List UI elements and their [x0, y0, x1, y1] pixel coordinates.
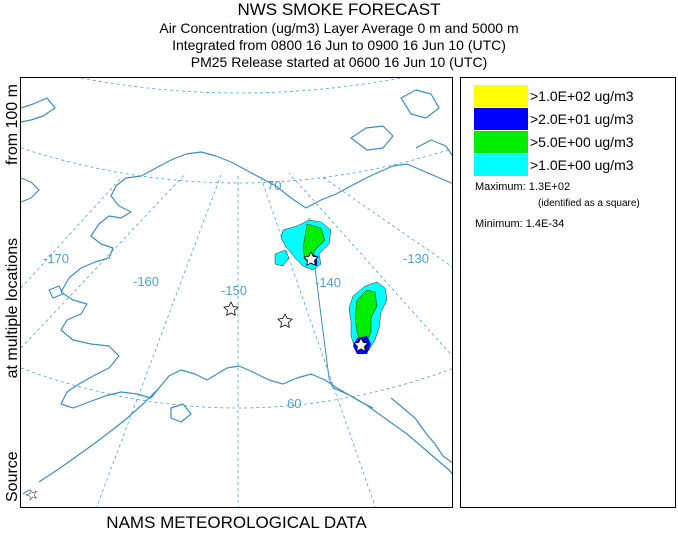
map-panel[interactable]: -170 -160 -150 -140 -130 70 60 [20, 77, 453, 508]
meteorological-data-label: NAMS METEOROLOGICAL DATA [106, 513, 367, 532]
border [308, 217, 374, 409]
meridian-160 [96, 174, 222, 507]
lon-label-150: -150 [221, 283, 247, 298]
alaska-canada-border [308, 217, 374, 409]
legend-label: >1.0E+00 ug/m3 [530, 157, 634, 173]
legend-label: >5.0E+00 ug/m3 [530, 134, 634, 150]
lon-label-130: -130 [403, 251, 429, 266]
graticule [21, 78, 452, 507]
release-start: PM25 Release started at 0600 16 Jun 10 (… [190, 54, 488, 70]
chukotka-coast [21, 97, 56, 123]
legend-item: >2.0E+01 ug/m3 [474, 108, 634, 130]
meridian-130 [288, 172, 452, 357]
source-star-icon [277, 313, 293, 329]
integration-period: Integrated from 0800 16 Jun to 0900 16 J… [172, 37, 506, 53]
forecast-title: NWS SMOKE FORECAST [237, 0, 441, 19]
lon-label-140: -140 [315, 275, 341, 290]
plume-south-green [354, 289, 378, 345]
alaska-coast [60, 151, 452, 475]
minimum-label: Minimum: 1.4E-34 [475, 218, 565, 230]
source-star-icon [303, 251, 319, 267]
lat-label-70: 70 [267, 178, 281, 193]
lon-label-160: -160 [133, 274, 159, 289]
maximum-note: (identified as a square) [538, 198, 640, 209]
legend-item: >1.0E+00 ug/m3 [474, 154, 634, 176]
concentration-subtitle: Air Concentration (ug/m3) Layer Average … [159, 20, 519, 36]
legend-label: >1.0E+02 ug/m3 [530, 88, 634, 104]
legend-swatch [474, 85, 528, 107]
meridian-180 [21, 177, 122, 289]
graticule-labels: -170 -160 -150 -140 -130 70 60 [43, 178, 429, 411]
legend-swatch [474, 108, 528, 130]
legend-label: >2.0E+01 ug/m3 [530, 111, 634, 127]
legend-item: >5.0E+00 ug/m3 [474, 131, 634, 153]
legend-swatch [474, 154, 528, 176]
parallel-60 [21, 367, 452, 409]
arctic-island-2 [400, 89, 440, 119]
lat-label-60: 60 [287, 396, 301, 411]
parallel-80 [80, 78, 402, 94]
source-markers [223, 251, 369, 353]
st-lawrence-island [48, 285, 64, 299]
canada-arctic-coast [305, 163, 452, 209]
russia-coast [21, 177, 40, 203]
lon-label-170: -170 [43, 251, 69, 266]
arctic-island-1 [350, 125, 394, 151]
meridian-120 [320, 175, 452, 268]
arctic-island-3 [415, 139, 452, 157]
meridian-170 [21, 172, 187, 349]
legend-swatch [474, 131, 528, 153]
maximum-label: Maximum: 1.3E+02 [475, 181, 571, 193]
source-star-icon [353, 337, 369, 353]
smoke-plume-north [274, 219, 332, 271]
coastline [21, 89, 452, 495]
bc-coast [390, 397, 452, 464]
plume-north-cyan-patch [274, 249, 290, 267]
source-star-icon [223, 301, 239, 317]
alaska-peninsula [38, 387, 160, 483]
parallel-70 [21, 147, 452, 184]
smoke-map: -170 -160 -150 -140 -130 70 60 [21, 78, 452, 507]
kodiak-island [170, 403, 192, 423]
legend-item: >1.0E+02 ug/m3 [474, 85, 634, 107]
meridian-140 [260, 177, 376, 507]
aleutian-islands [22, 489, 30, 495]
legend-panel: >1.0E+02 ug/m3 >2.0E+01 ug/m3 >5.0E+00 u… [460, 77, 676, 508]
